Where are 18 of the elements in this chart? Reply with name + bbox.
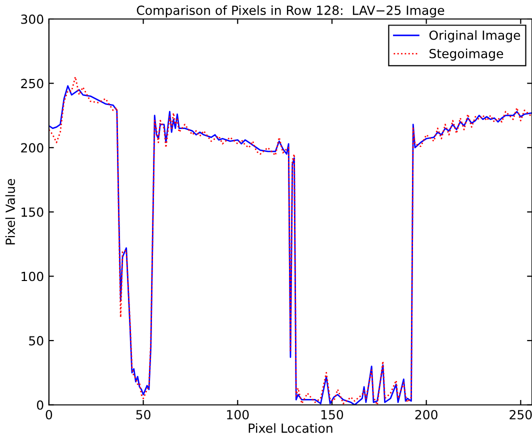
- x-tick-label: 250: [510, 410, 532, 420]
- x-tick-label: 0: [46, 410, 52, 420]
- y-tick-label: 200: [21, 143, 44, 153]
- y-tick-label: 250: [21, 78, 44, 88]
- y-axis-title: Pixel Value: [5, 179, 16, 244]
- x-tick-label: 150: [321, 410, 344, 420]
- y-tick-label: 100: [22, 272, 44, 282]
- y-tick-label: 300: [21, 14, 44, 24]
- y-tick-label: 150: [22, 207, 44, 217]
- y-tick-label: 0: [36, 400, 44, 410]
- legend-label: Stegoimage: [430, 48, 504, 61]
- x-tick-label: 100: [227, 410, 249, 420]
- x-tick-label: 200: [415, 410, 438, 420]
- x-tick-label: 50: [136, 410, 150, 420]
- legend-label: Original Image: [429, 30, 520, 42]
- chart-title: Comparison of Pixels in Row 128: LAV−25 Image: [136, 5, 444, 18]
- y-tick-label: 50: [29, 336, 44, 346]
- x-axis-title: Pixel Location: [248, 423, 332, 433]
